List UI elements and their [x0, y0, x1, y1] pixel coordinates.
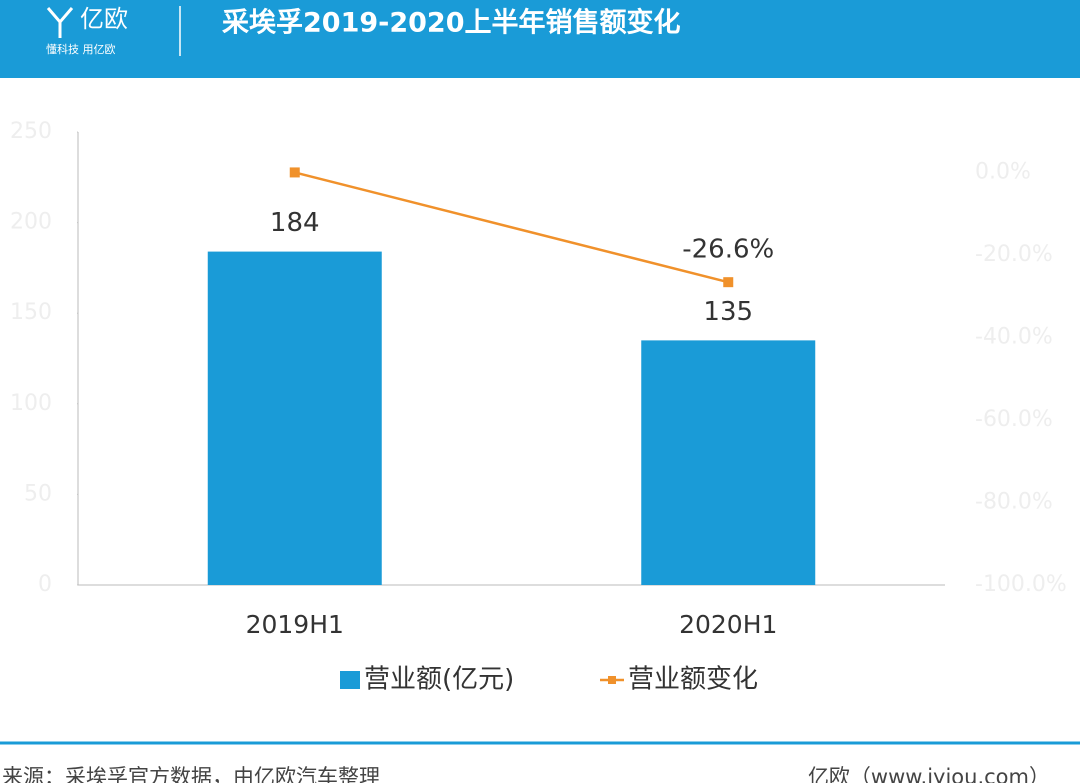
y2-tick-label: -20.0% — [975, 242, 1053, 267]
footer-site: 亿欧（www.iyiou.com） — [808, 765, 1050, 783]
line — [294, 171, 729, 284]
y2-tick-label: -80.0% — [975, 489, 1053, 514]
y-tick-label: 250 — [10, 119, 52, 144]
y-tick-label: 200 — [10, 210, 52, 235]
bar-label: 135 — [703, 297, 753, 327]
y2-tick-label: 0.0% — [975, 159, 1031, 184]
line-marker — [289, 167, 300, 178]
bar — [641, 340, 816, 585]
logo-text: 亿欧 — [80, 5, 128, 33]
y-tick-label: 0 — [38, 572, 52, 597]
logo-icon — [46, 7, 74, 38]
legend-swatch — [608, 676, 616, 684]
legend-label: 营业额变化 — [628, 665, 758, 695]
y2-tick-label: -40.0% — [975, 324, 1053, 349]
x-tick-label: 2019H1 — [246, 610, 344, 639]
y-tick-label: 150 — [10, 300, 52, 325]
x-tick-label: 2020H1 — [679, 610, 777, 639]
y2-tick-label: -60.0% — [975, 407, 1053, 432]
logo-slogan: 懂科技 用亿欧 — [46, 42, 116, 56]
bar — [207, 251, 382, 586]
bar-label: 184 — [270, 208, 320, 238]
line-label: -26.6% — [682, 235, 774, 265]
chart-title: 采埃孚2019-2020上半年销售额变化 — [222, 7, 681, 39]
legend-label: 营业额(亿元) — [364, 665, 514, 695]
y-tick-label: 50 — [24, 481, 52, 506]
line-marker — [723, 277, 734, 288]
legend-swatch — [340, 671, 360, 689]
y-tick-label: 100 — [10, 391, 52, 416]
y2-tick-label: -100.0% — [975, 572, 1067, 597]
footer-source: 来源：采埃孚官方数据，由亿欧汽车整理 — [2, 765, 380, 783]
